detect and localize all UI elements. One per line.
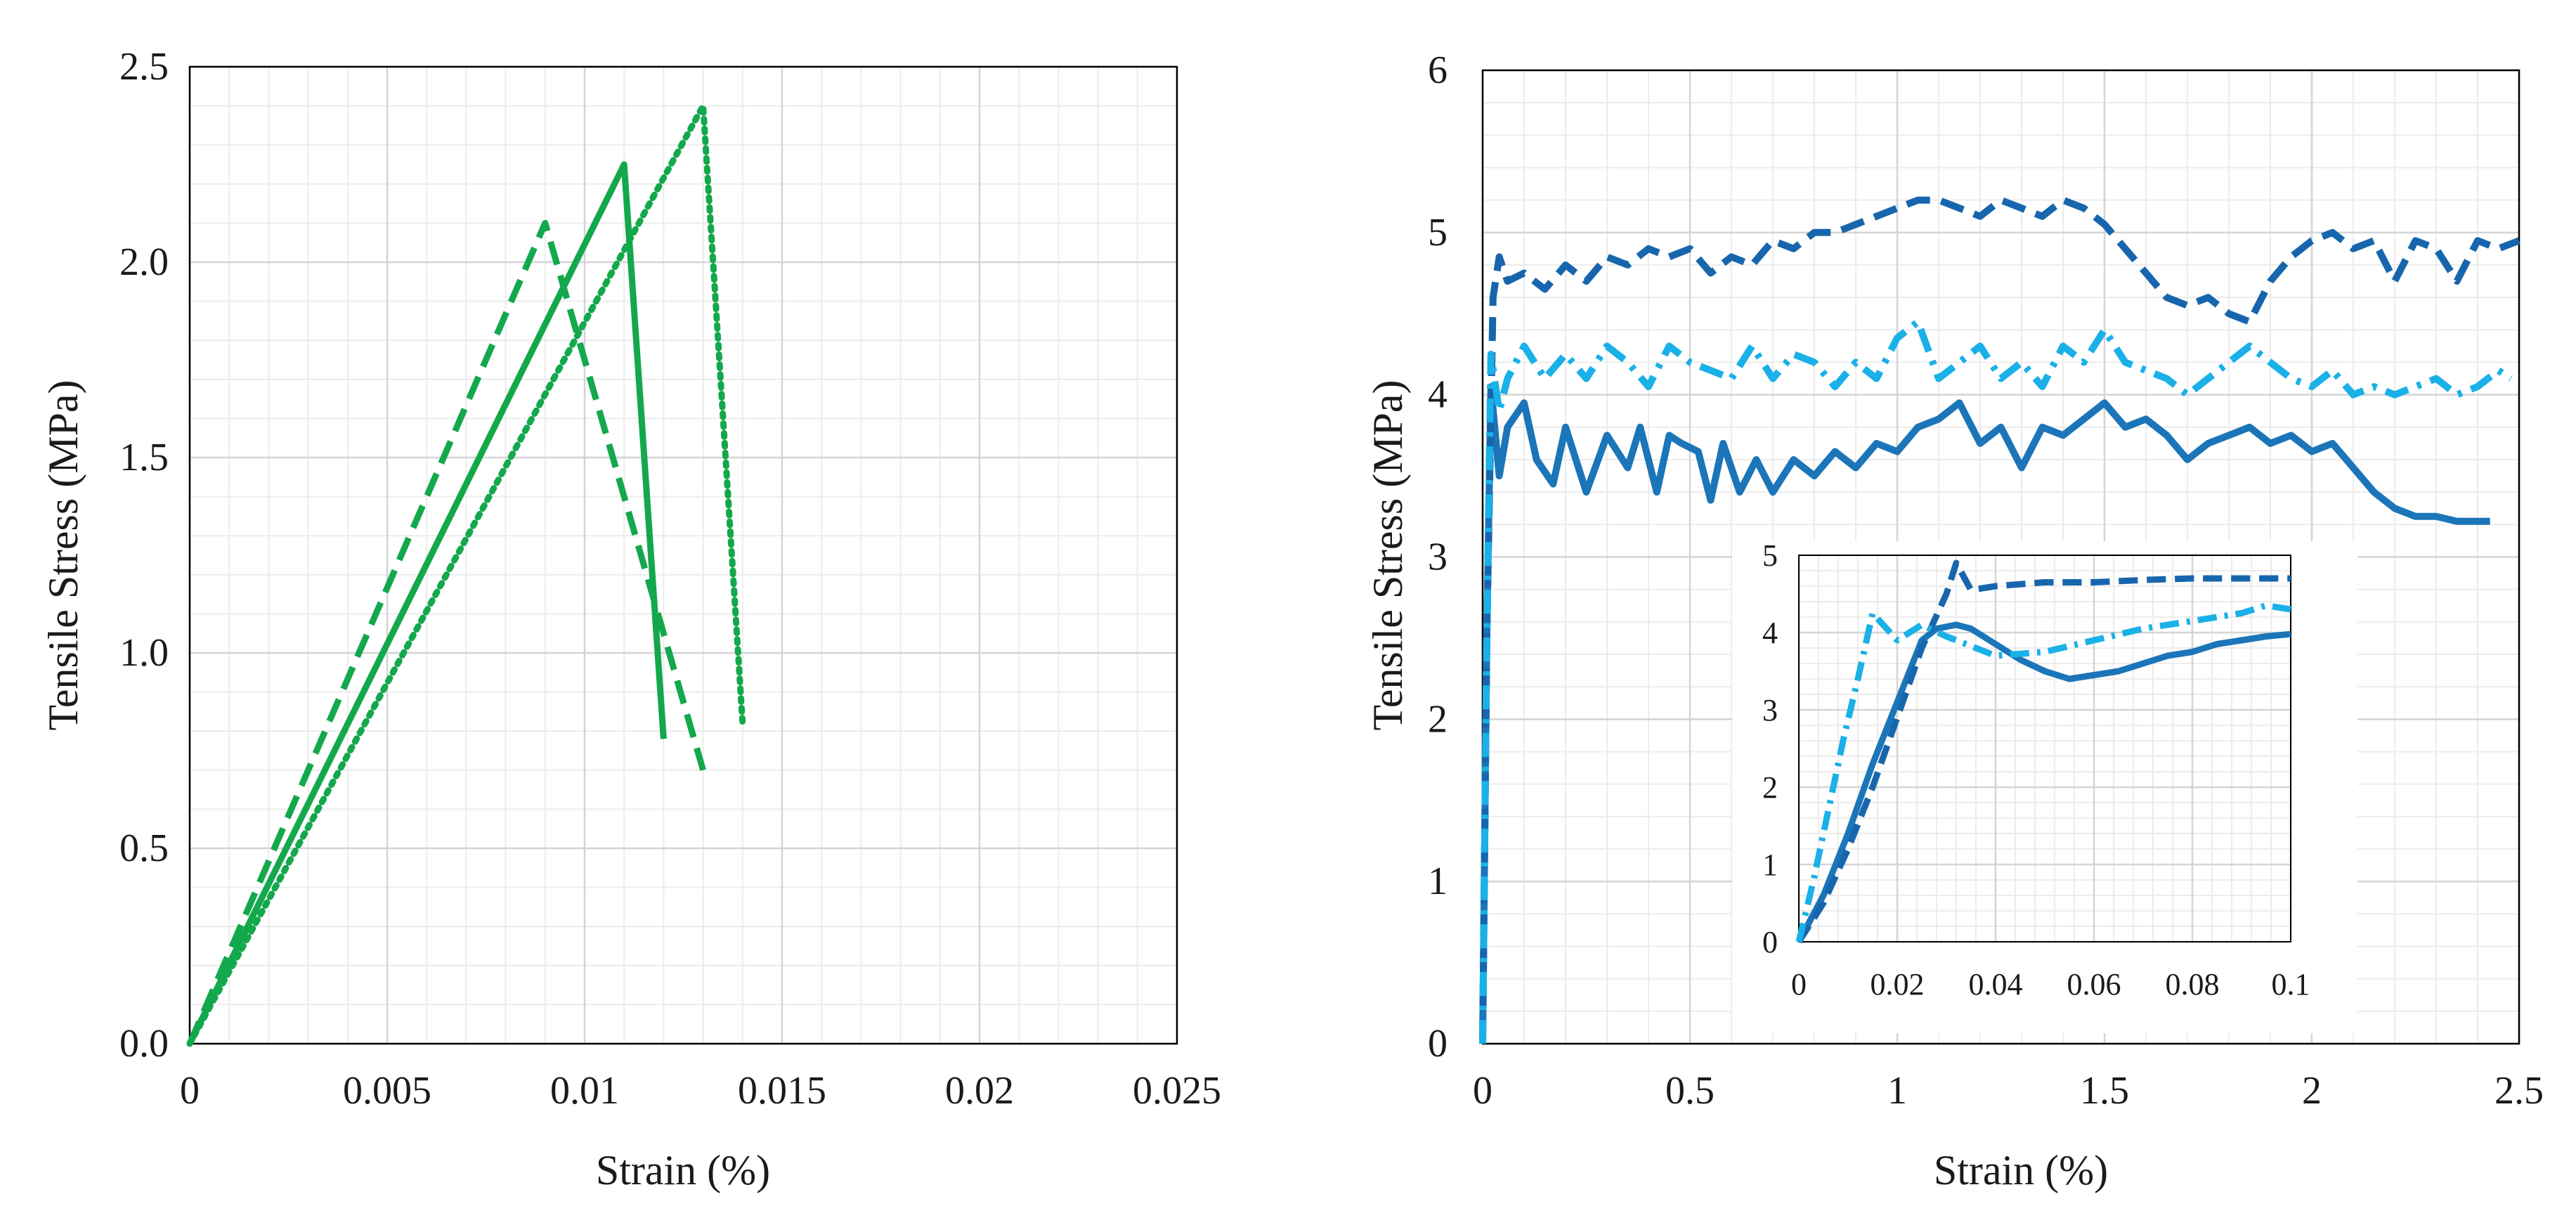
left-series-dashed bbox=[186, 219, 706, 1045]
right-x-tick-label: 0 bbox=[1473, 1069, 1492, 1113]
inset-chart: 0 0.02 0.04 0.06 0.08 0.1 0 1 2 3 4 5 bbox=[1732, 538, 2357, 1033]
right-y-tick-label: 4 bbox=[1428, 373, 1448, 417]
inset-series-group bbox=[1795, 559, 2291, 944]
inset-x-tick-label: 0 bbox=[1791, 967, 1807, 1002]
left-x-tick-label: 0.02 bbox=[945, 1069, 1014, 1113]
right-x-tick-label: 2.5 bbox=[2494, 1069, 2544, 1113]
left-y-tick-label: 2.5 bbox=[119, 45, 169, 89]
left-y-tick-label: 1.5 bbox=[119, 436, 169, 479]
right-x-axis-label: Strain (%) bbox=[1934, 1147, 2108, 1193]
left-y-tick-labels: 0.0 0.5 1.0 1.5 2.0 2.5 bbox=[119, 45, 169, 1065]
right-x-tick-label: 2 bbox=[2302, 1069, 2322, 1113]
inset-y-tick-label: 4 bbox=[1762, 616, 1778, 650]
right-chart-panel: 0 0.5 1 1.5 2 2.5 0 1 2 3 4 5 6 Strain (%) Tensile … bbox=[1365, 48, 2544, 1193]
right-x-tick-label: 1 bbox=[1887, 1069, 1907, 1113]
left-y-tick-label: 1.0 bbox=[119, 631, 169, 675]
inset-x-tick-labels: 0 0.02 0.04 0.06 0.08 0.1 bbox=[1791, 967, 2310, 1002]
left-x-axis-label: Strain (%) bbox=[596, 1147, 770, 1193]
left-chart-panel: 0 0.005 0.01 0.015 0.02 0.025 0.0 0.5 1.0 1.5 2.0… bbox=[40, 45, 1221, 1193]
right-y-tick-label: 6 bbox=[1428, 48, 1448, 92]
inset-plot-frame bbox=[1798, 555, 2291, 942]
left-series-dotted bbox=[186, 103, 746, 1047]
left-series-solid bbox=[186, 161, 667, 1045]
inset-series-dash-dot bbox=[1795, 602, 2291, 943]
right-x-tick-label: 0.5 bbox=[1665, 1069, 1715, 1113]
inset-y-tick-label: 5 bbox=[1762, 538, 1778, 573]
right-y-tick-label: 1 bbox=[1428, 860, 1448, 903]
inset-y-tick-label: 1 bbox=[1762, 848, 1778, 882]
left-plot-frame bbox=[188, 65, 1178, 1045]
inset-series-dashed bbox=[1796, 559, 2291, 944]
right-series-dashed bbox=[1479, 196, 2520, 1044]
right-y-axis-label: Tensile Stress (MPa) bbox=[1365, 380, 1411, 730]
right-series-solid bbox=[1479, 383, 2490, 1044]
left-y-tick-label: 0.0 bbox=[119, 1022, 169, 1065]
right-series-dash-dot bbox=[1479, 318, 2513, 1044]
inset-y-tick-label: 3 bbox=[1762, 693, 1778, 727]
right-y-tick-label: 2 bbox=[1428, 697, 1448, 741]
left-y-tick-label: 2.0 bbox=[119, 240, 169, 284]
inset-x-tick-label: 0.04 bbox=[1969, 967, 2023, 1002]
right-series-group bbox=[1479, 196, 2520, 1044]
right-x-tick-labels: 0 0.5 1 1.5 2 2.5 bbox=[1473, 1069, 2544, 1113]
left-y-axis-label: Tensile Stress (MPa) bbox=[40, 380, 86, 730]
left-x-tick-label: 0.005 bbox=[343, 1069, 431, 1113]
inset-y-tick-label: 0 bbox=[1762, 925, 1778, 959]
left-x-tick-label: 0.015 bbox=[738, 1069, 826, 1113]
inset-x-tick-label: 0.08 bbox=[2166, 967, 2220, 1002]
inset-y-tick-labels: 0 1 2 3 4 5 bbox=[1762, 538, 1778, 959]
right-x-tick-label: 1.5 bbox=[2080, 1069, 2129, 1113]
inset-y-tick-label: 2 bbox=[1762, 770, 1778, 805]
right-y-tick-label: 0 bbox=[1428, 1022, 1448, 1065]
left-x-tick-label: 0.01 bbox=[550, 1069, 619, 1113]
left-x-tick-label: 0.025 bbox=[1133, 1069, 1221, 1113]
inset-x-tick-label: 0.1 bbox=[2272, 967, 2310, 1002]
right-y-tick-labels: 0 1 2 3 4 5 6 bbox=[1428, 48, 1448, 1065]
right-y-tick-label: 5 bbox=[1428, 211, 1448, 254]
inset-series-solid bbox=[1796, 621, 2291, 944]
right-y-tick-label: 3 bbox=[1428, 536, 1448, 579]
left-x-tick-label: 0 bbox=[180, 1069, 200, 1113]
left-y-tick-label: 0.5 bbox=[119, 827, 169, 870]
right-plot-frame bbox=[1481, 69, 2520, 1045]
left-x-tick-labels: 0 0.005 0.01 0.015 0.02 0.025 bbox=[180, 1069, 1221, 1113]
left-series-group bbox=[186, 103, 746, 1047]
inset-x-tick-label: 0.06 bbox=[2067, 967, 2121, 1002]
inset-x-tick-label: 0.02 bbox=[1871, 967, 1925, 1002]
